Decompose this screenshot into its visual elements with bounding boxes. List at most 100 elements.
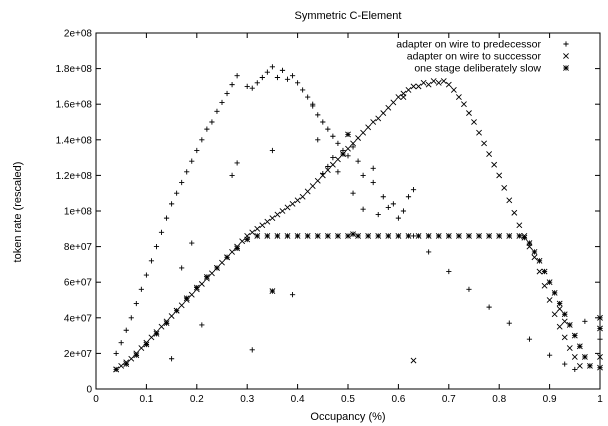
x-tick-label: 0.1 bbox=[139, 394, 153, 405]
data-point bbox=[310, 101, 316, 107]
data-point bbox=[536, 268, 543, 275]
data-point bbox=[193, 284, 200, 291]
data-point bbox=[315, 137, 321, 143]
data-point bbox=[370, 179, 376, 186]
data-point bbox=[199, 322, 205, 328]
data-point bbox=[214, 265, 220, 271]
y-tick-label: 0 bbox=[86, 385, 92, 396]
data-point bbox=[330, 133, 336, 139]
data-point bbox=[204, 126, 210, 132]
data-point bbox=[365, 124, 372, 131]
data-point bbox=[153, 244, 160, 250]
data-point bbox=[345, 233, 351, 239]
data-point bbox=[224, 90, 230, 97]
legend-marker bbox=[563, 53, 569, 59]
data-point bbox=[289, 292, 296, 298]
data-point bbox=[168, 313, 175, 319]
data-point bbox=[551, 289, 558, 296]
data-point bbox=[178, 302, 185, 309]
data-point bbox=[299, 193, 306, 200]
data-point bbox=[576, 343, 583, 350]
data-point bbox=[375, 233, 382, 239]
data-point bbox=[450, 87, 457, 93]
data-point bbox=[395, 233, 402, 239]
legend-label: adapter on wire to predecessor bbox=[396, 39, 541, 51]
data-point bbox=[300, 87, 306, 93]
data-point bbox=[385, 204, 391, 211]
y-tick-label: 4e+07 bbox=[64, 313, 93, 324]
data-point bbox=[229, 249, 235, 255]
data-point bbox=[471, 119, 477, 125]
data-point bbox=[274, 211, 281, 218]
data-point bbox=[244, 83, 250, 89]
data-point bbox=[476, 129, 482, 136]
data-point bbox=[198, 281, 205, 287]
data-point bbox=[506, 197, 513, 204]
data-point bbox=[118, 362, 125, 369]
data-point bbox=[531, 249, 538, 255]
data-point bbox=[174, 190, 180, 196]
data-point bbox=[476, 233, 482, 239]
data-point bbox=[314, 233, 321, 239]
data-point bbox=[330, 155, 336, 161]
data-point bbox=[209, 119, 215, 125]
data-point bbox=[335, 233, 341, 239]
data-point bbox=[370, 119, 377, 125]
data-point bbox=[264, 233, 271, 239]
y-tick-label: 1.4e+08 bbox=[56, 135, 93, 146]
data-point bbox=[143, 272, 149, 278]
data-point bbox=[203, 273, 210, 280]
data-point bbox=[254, 225, 261, 232]
data-point bbox=[385, 233, 392, 239]
data-point bbox=[254, 233, 261, 239]
data-point bbox=[329, 161, 336, 168]
data-point bbox=[587, 362, 593, 369]
data-point bbox=[214, 108, 220, 114]
data-point bbox=[289, 200, 296, 207]
data-point bbox=[284, 204, 291, 211]
data-point bbox=[562, 361, 568, 367]
y-axis: 0 2e+07 4e+07 6e+07 8e+07 1e+08 1.2e+08 1.4e+08… bbox=[56, 29, 600, 396]
data-point bbox=[320, 119, 326, 125]
data-point bbox=[269, 64, 275, 70]
plot-frame bbox=[95, 32, 601, 390]
data-point bbox=[153, 330, 160, 337]
data-point bbox=[526, 240, 533, 246]
y-tick-label: 8e+07 bbox=[64, 242, 93, 253]
data-point bbox=[531, 254, 538, 261]
data-point bbox=[506, 320, 512, 326]
data-point bbox=[254, 80, 260, 86]
data-point bbox=[426, 249, 432, 255]
data-point bbox=[461, 101, 467, 108]
data-point bbox=[420, 79, 427, 86]
data-point bbox=[239, 238, 246, 245]
data-point bbox=[582, 318, 588, 324]
data-point bbox=[184, 169, 190, 175]
data-point bbox=[410, 83, 417, 90]
data-point bbox=[340, 151, 346, 157]
data-point bbox=[118, 340, 124, 346]
legend-label: adapter on wire to successor bbox=[407, 51, 542, 63]
data-point bbox=[572, 366, 578, 373]
data-point bbox=[576, 362, 583, 369]
data-point bbox=[365, 233, 372, 239]
series-2 bbox=[113, 78, 603, 373]
data-point bbox=[551, 311, 558, 318]
y-tick-label: 1e+08 bbox=[64, 207, 93, 218]
data-point bbox=[355, 158, 361, 164]
data-point bbox=[335, 140, 341, 146]
data-point bbox=[571, 354, 578, 360]
data-point bbox=[405, 194, 412, 200]
data-point bbox=[561, 318, 568, 325]
data-point bbox=[259, 74, 265, 81]
y-tick-label: 6e+07 bbox=[64, 278, 93, 289]
data-point bbox=[415, 233, 422, 239]
data-point bbox=[269, 147, 275, 154]
data-point bbox=[183, 295, 190, 302]
data-point bbox=[556, 300, 563, 307]
data-point bbox=[375, 211, 381, 218]
data-point bbox=[410, 187, 417, 193]
x-tick-label: 1 bbox=[597, 394, 603, 405]
